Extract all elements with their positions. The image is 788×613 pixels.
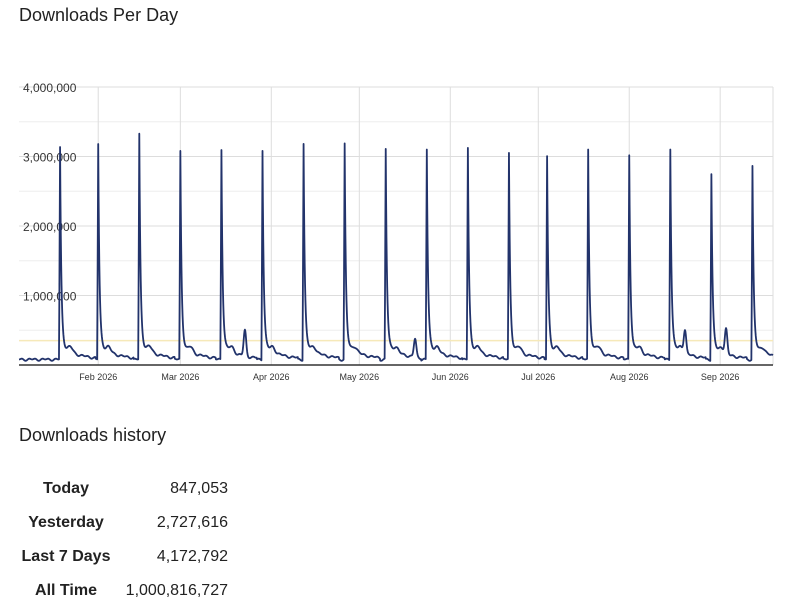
history-label: Last 7 Days [21, 548, 111, 565]
downloads-line-chart: 1,000,000 2,000,000 3,000,000 4,000,000 Feb… [18, 81, 774, 382]
history-row-all-time: All Time 1,000,816,727 [14, 574, 228, 608]
history-row-today: Today 847,053 [14, 472, 228, 506]
history-value: 1,000,816,727 [125, 582, 228, 599]
x-tick-label: Apr 2026 [253, 372, 290, 382]
history-label: Yesterday [28, 514, 104, 531]
y-tick-label: 2,000,000 [23, 220, 77, 234]
y-tick-label: 4,000,000 [23, 81, 77, 95]
x-tick-label: Jun 2026 [432, 372, 469, 382]
downloads-history-table: Today 847,053 Yesterday 2,727,616 Last 7… [14, 472, 228, 608]
downloads-series-line [18, 132, 774, 362]
y-tick-label: 1,000,000 [23, 290, 77, 304]
history-label: All Time [35, 582, 97, 599]
y-tick-label: 3,000,000 [23, 151, 77, 165]
history-row-last-7-days: Last 7 Days 4,172,792 [14, 540, 228, 574]
history-value: 4,172,792 [156, 548, 228, 565]
x-axis-labels: Feb 2026 Mar 2026 Apr 2026 May 2026 Jun 2026… [79, 372, 739, 382]
x-tick-label: Jul 2026 [521, 372, 555, 382]
x-tick-label: Feb 2026 [79, 372, 117, 382]
history-row-yesterday: Yesterday 2,727,616 [14, 506, 228, 540]
history-value: 847,053 [170, 480, 228, 497]
x-tick-label: Aug 2026 [610, 372, 649, 382]
grid [19, 86, 774, 365]
history-label: Today [43, 480, 89, 497]
x-tick-label: May 2026 [340, 372, 380, 382]
history-title: Downloads history [19, 425, 167, 445]
x-tick-label: Mar 2026 [161, 372, 199, 382]
history-value: 2,727,616 [156, 514, 228, 531]
chart-title: Downloads Per Day [19, 5, 179, 25]
x-tick-label: Sep 2026 [701, 372, 740, 382]
y-axis-labels: 1,000,000 2,000,000 3,000,000 4,000,000 [23, 81, 77, 304]
